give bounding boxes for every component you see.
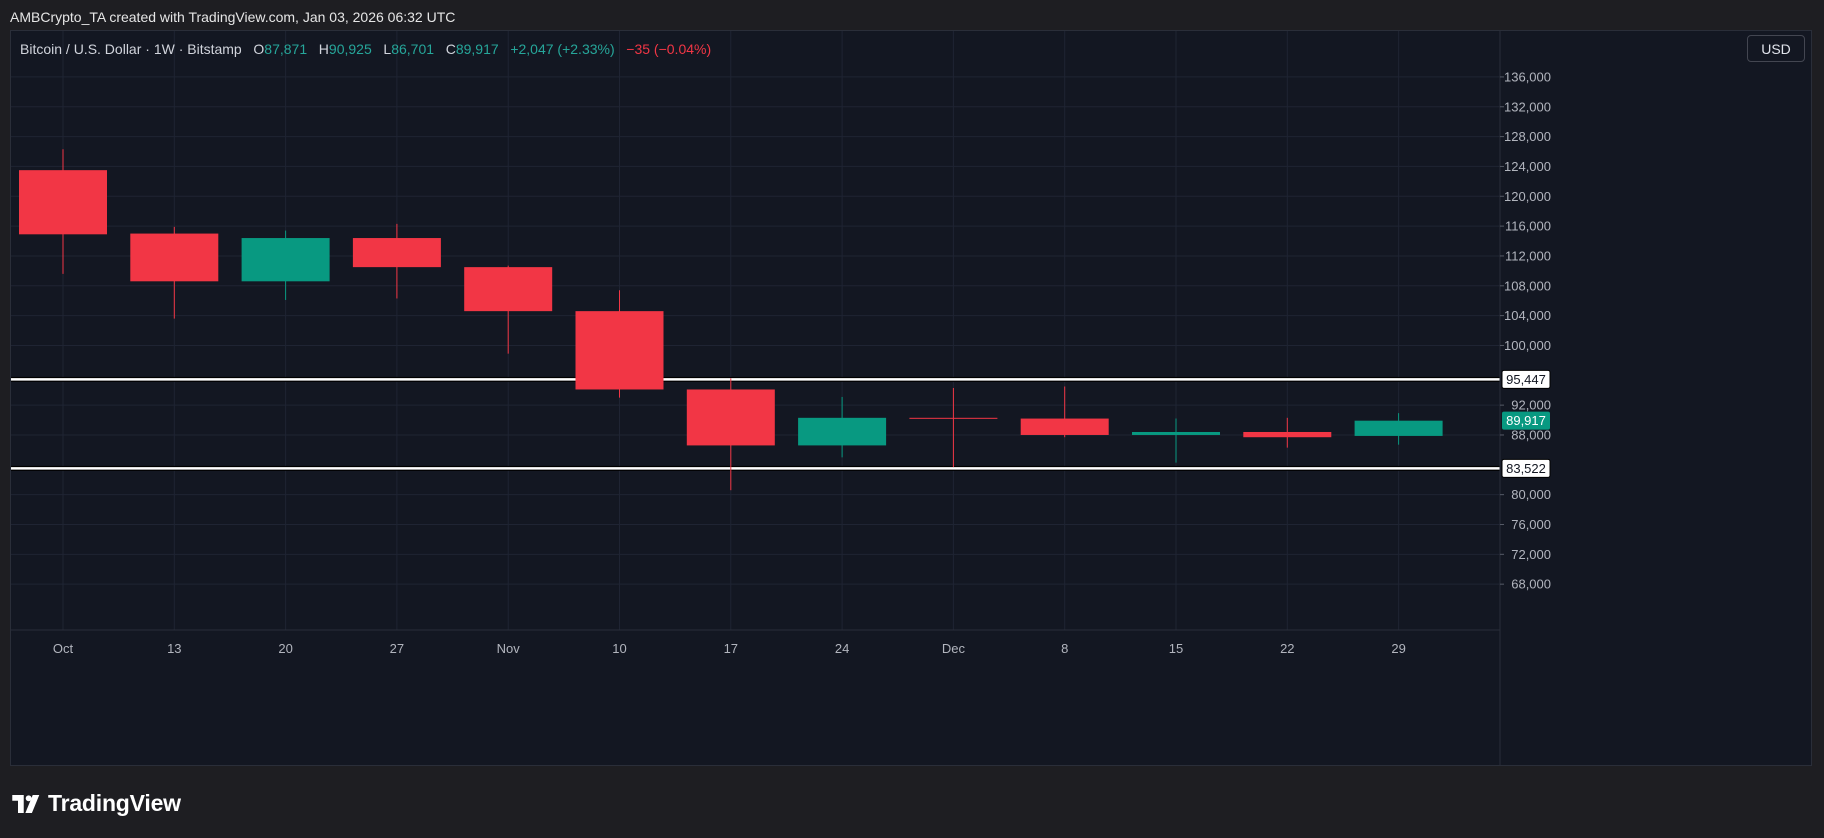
y-tick-label: 68,000: [1511, 577, 1551, 592]
y-tick-label: 128,000: [1504, 129, 1551, 144]
chart-caption: AMBCrypto_TA created with TradingView.co…: [10, 9, 456, 25]
candle[interactable]: [686, 378, 775, 491]
brand-name: TradingView: [48, 790, 181, 816]
candle-body: [686, 389, 775, 446]
candle[interactable]: [1354, 413, 1443, 445]
candle-body: [798, 417, 887, 446]
close-key: C: [445, 41, 456, 57]
candle-body: [1132, 431, 1220, 435]
grid: [11, 31, 1500, 630]
symbol-title[interactable]: Bitcoin / U.S. Dollar · 1W · Bitstamp: [20, 41, 242, 57]
x-tick-label: 17: [724, 641, 738, 656]
candle-body: [575, 311, 664, 390]
x-tick-label: 20: [278, 641, 292, 656]
x-tick-label: 29: [1391, 641, 1405, 656]
candle[interactable]: [464, 265, 553, 354]
y-tick-label: 88,000: [1511, 427, 1551, 442]
candle-body: [19, 170, 107, 235]
low-key: L: [383, 41, 392, 57]
candle-body: [352, 238, 441, 268]
y-tick-label: 116,000: [1505, 219, 1551, 234]
x-tick-label: Oct: [53, 641, 74, 656]
y-tick-label: 100,000: [1504, 338, 1551, 353]
level-price-label: 83,522: [1506, 461, 1546, 476]
close-value: 89,917: [455, 41, 499, 57]
x-tick-label: 15: [1169, 641, 1183, 656]
candle-body: [1020, 418, 1109, 435]
x-tick-label: 24: [835, 641, 849, 656]
horizontal-levels: [11, 376, 1500, 471]
candle-body: [241, 238, 330, 282]
candle[interactable]: [1020, 386, 1109, 438]
candle[interactable]: [19, 149, 107, 274]
y-tick-label: 76,000: [1511, 517, 1551, 532]
y-tick-label: 120,000: [1504, 189, 1551, 204]
low-value: 86,701: [391, 41, 435, 57]
open-value: 87,871: [264, 41, 308, 57]
last-price-label: 89,917: [1506, 413, 1546, 428]
candle[interactable]: [130, 226, 219, 319]
candle-body: [909, 417, 998, 419]
time-axis[interactable]: Oct 13 20 27 Nov 10 17 24 Dec 8 15 22 29: [53, 641, 1406, 656]
tradingview-logo-icon: [12, 794, 40, 813]
candle-body: [464, 267, 553, 312]
y-tick-label: 108,000: [1504, 278, 1551, 293]
candle[interactable]: [798, 396, 887, 458]
open-key: O: [253, 41, 265, 57]
candle[interactable]: [1243, 417, 1332, 448]
high-key: H: [318, 41, 329, 57]
candle[interactable]: [1132, 418, 1220, 463]
candle-body: [1243, 431, 1332, 438]
x-tick-label: 8: [1061, 641, 1068, 656]
y-tick-label: 80,000: [1511, 487, 1551, 502]
y-tick-label: 72,000: [1511, 547, 1551, 562]
candle[interactable]: [575, 290, 664, 398]
y-tick-label: 136,000: [1504, 69, 1551, 84]
spread-value: −35 (−0.04%): [626, 41, 712, 57]
x-tick-label: 13: [167, 641, 181, 656]
candles: [19, 149, 1443, 491]
symbol-legend: Bitcoin / U.S. Dollar · 1W · Bitstamp O8…: [20, 41, 711, 57]
level-price-tag: [1501, 458, 1551, 478]
chart-panel[interactable]: 68,000 72,000 76,000 80,000 88,000 92,000 100,…: [10, 30, 1812, 766]
x-tick-label: Dec: [942, 641, 966, 656]
x-tick-label: 22: [1280, 641, 1294, 656]
last-price-tag: [1502, 411, 1550, 430]
currency-button[interactable]: USD: [1747, 35, 1805, 62]
x-tick-label: Nov: [497, 641, 521, 656]
candlestick-chart[interactable]: 68,000 72,000 76,000 80,000 88,000 92,000 100,…: [11, 31, 1812, 766]
candle-body: [1354, 420, 1443, 436]
high-value: 90,925: [328, 41, 372, 57]
candle[interactable]: [241, 230, 330, 300]
y-tick-label: 132,000: [1504, 99, 1551, 114]
change-value: +2,047 (+2.33%): [510, 41, 615, 57]
price-tags: 95,447 83,522 89,917: [1501, 369, 1551, 478]
x-tick-label: 27: [390, 641, 404, 656]
x-tick-label: 10: [612, 641, 626, 656]
price-axis[interactable]: 68,000 72,000 76,000 80,000 88,000 92,000 100,…: [1500, 69, 1551, 592]
candle[interactable]: [352, 223, 441, 299]
candle-body: [130, 233, 219, 282]
level-price-tag: [1501, 369, 1551, 389]
level-price-label: 95,447: [1506, 372, 1546, 387]
y-tick-label: 92,000: [1511, 398, 1551, 413]
tradingview-logo[interactable]: TradingView: [12, 790, 181, 817]
candle[interactable]: [909, 387, 998, 468]
y-tick-label: 112,000: [1505, 248, 1551, 263]
y-tick-label: 104,000: [1504, 308, 1551, 323]
y-tick-label: 124,000: [1504, 159, 1551, 174]
